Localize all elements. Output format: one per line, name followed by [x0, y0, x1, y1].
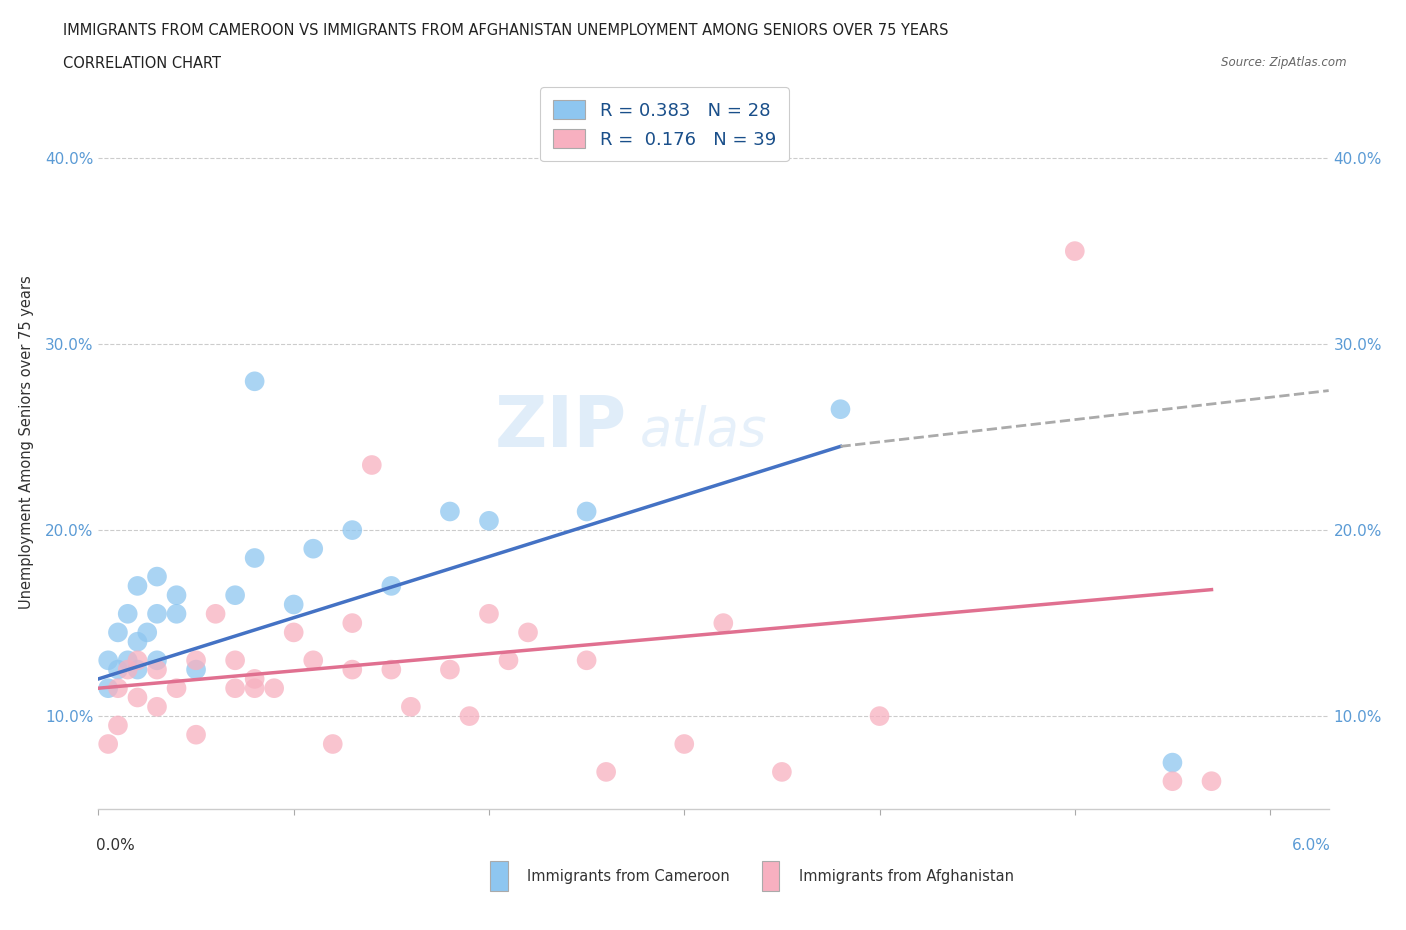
Point — [342, 662, 364, 677]
Point — [97, 681, 120, 696]
Point — [243, 551, 266, 565]
Text: Immigrants from Afghanistan: Immigrants from Afghanistan — [799, 869, 1014, 883]
Point — [360, 458, 382, 472]
Point — [127, 653, 149, 668]
Point — [1161, 774, 1184, 789]
Point — [184, 653, 207, 668]
Point — [224, 588, 246, 603]
Point — [595, 764, 617, 779]
Point — [243, 681, 266, 696]
Text: ZIP: ZIP — [495, 392, 627, 461]
Point — [184, 662, 207, 677]
Point — [127, 662, 149, 677]
Point — [322, 737, 344, 751]
Point — [498, 653, 520, 668]
Point — [97, 737, 120, 751]
Point — [117, 606, 139, 621]
Point — [243, 374, 266, 389]
Point — [458, 709, 481, 724]
Point — [97, 653, 120, 668]
Point — [439, 504, 461, 519]
Point — [283, 597, 305, 612]
Text: 6.0%: 6.0% — [1292, 839, 1331, 854]
Point — [146, 569, 169, 584]
Point — [146, 606, 169, 621]
Point — [166, 588, 188, 603]
Text: Immigrants from Cameroon: Immigrants from Cameroon — [527, 869, 730, 883]
Point — [830, 402, 852, 417]
Point — [869, 709, 891, 724]
Point — [107, 625, 129, 640]
Point — [107, 662, 129, 677]
Point — [1063, 244, 1085, 259]
Point — [107, 718, 129, 733]
Point — [478, 513, 501, 528]
Point — [342, 616, 364, 631]
Point — [127, 690, 149, 705]
Point — [478, 606, 501, 621]
Point — [1161, 755, 1184, 770]
Text: CORRELATION CHART: CORRELATION CHART — [63, 56, 221, 71]
Point — [146, 653, 169, 668]
Point — [146, 662, 169, 677]
Point — [673, 737, 696, 751]
Legend: R = 0.383   N = 28, R =  0.176   N = 39: R = 0.383 N = 28, R = 0.176 N = 39 — [540, 87, 789, 161]
Point — [575, 504, 598, 519]
Point — [127, 578, 149, 593]
Point — [166, 681, 188, 696]
Point — [711, 616, 734, 631]
Text: IMMIGRANTS FROM CAMEROON VS IMMIGRANTS FROM AFGHANISTAN UNEMPLOYMENT AMONG SENIO: IMMIGRANTS FROM CAMEROON VS IMMIGRANTS F… — [63, 23, 949, 38]
Point — [380, 578, 402, 593]
Point — [146, 699, 169, 714]
Point — [243, 671, 266, 686]
Point — [224, 681, 246, 696]
Point — [263, 681, 285, 696]
Point — [136, 625, 159, 640]
Point — [380, 662, 402, 677]
Text: atlas: atlas — [640, 405, 768, 457]
Point — [1201, 774, 1223, 789]
Point — [204, 606, 226, 621]
Point — [517, 625, 540, 640]
Point — [107, 681, 129, 696]
Point — [117, 662, 139, 677]
Text: Source: ZipAtlas.com: Source: ZipAtlas.com — [1222, 56, 1347, 69]
Point — [224, 653, 246, 668]
Point — [302, 653, 325, 668]
Point — [117, 653, 139, 668]
Point — [184, 727, 207, 742]
Point — [166, 606, 188, 621]
Point — [127, 634, 149, 649]
Point — [342, 523, 364, 538]
Point — [439, 662, 461, 677]
Text: 0.0%: 0.0% — [96, 839, 135, 854]
Point — [283, 625, 305, 640]
Point — [575, 653, 598, 668]
Point — [302, 541, 325, 556]
Point — [399, 699, 422, 714]
Point — [770, 764, 793, 779]
Y-axis label: Unemployment Among Seniors over 75 years: Unemployment Among Seniors over 75 years — [18, 275, 34, 608]
